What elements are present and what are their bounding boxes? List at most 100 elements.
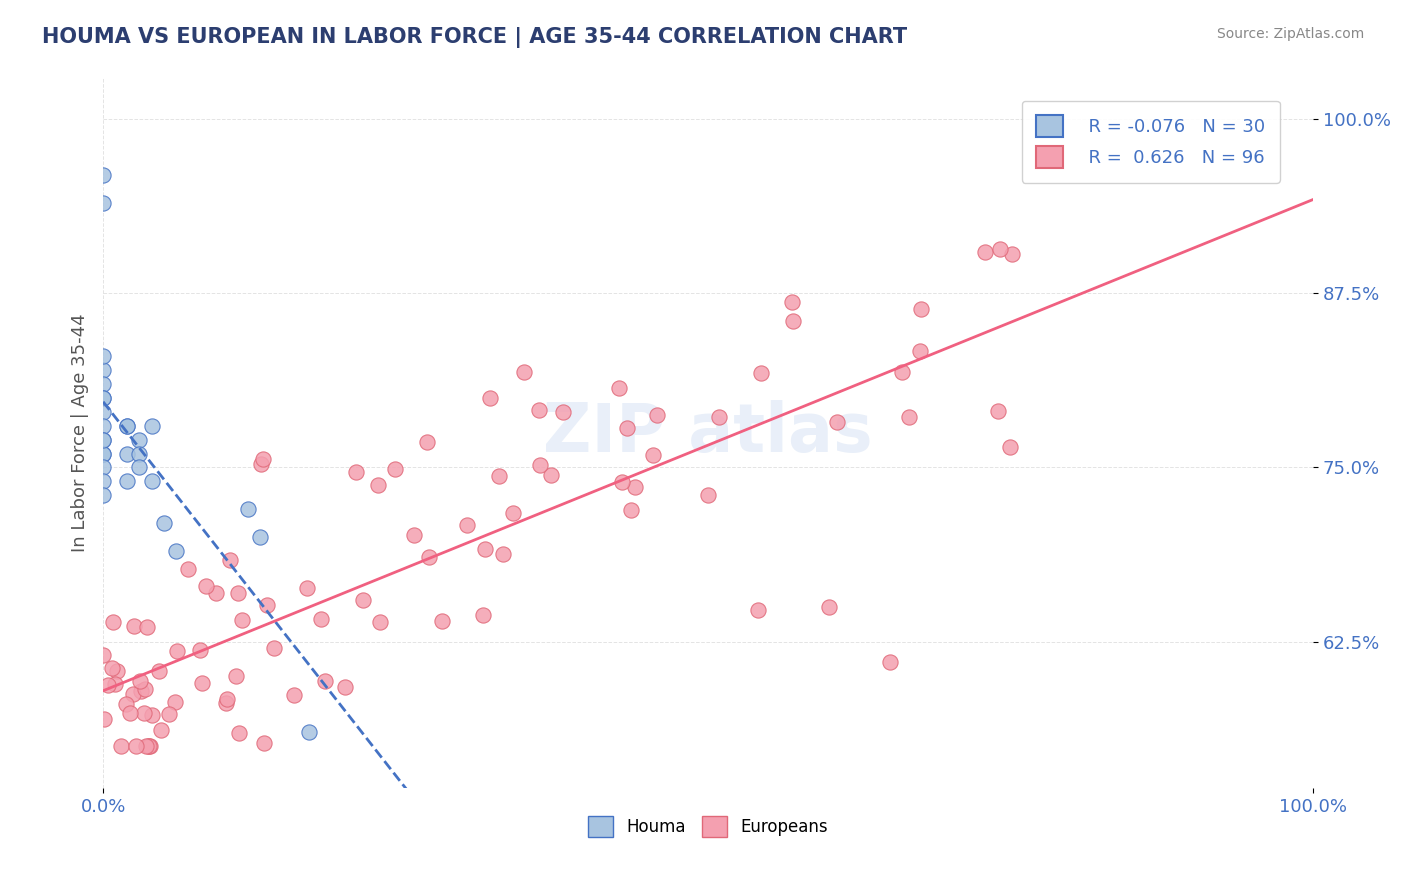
Europeans	[225, 669, 247, 683]
Europeans	[166, 644, 188, 658]
Europeans	[749, 366, 772, 380]
Europeans	[135, 619, 157, 633]
Europeans	[402, 528, 425, 542]
Text: ZIP atlas: ZIP atlas	[543, 400, 873, 466]
Houma	[249, 530, 271, 544]
Europeans	[231, 613, 253, 627]
Europeans	[157, 706, 180, 721]
Europeans	[139, 739, 162, 753]
Europeans	[897, 409, 920, 424]
Houma	[141, 418, 163, 433]
Europeans	[645, 408, 668, 422]
Europeans	[910, 344, 932, 359]
Europeans	[138, 739, 160, 753]
Europeans	[132, 706, 155, 721]
Houma	[117, 475, 139, 489]
Europeans	[188, 642, 211, 657]
Europeans	[177, 562, 200, 576]
Europeans	[100, 660, 122, 674]
Europeans	[344, 466, 367, 480]
Houma	[128, 460, 150, 475]
Europeans	[256, 598, 278, 612]
Europeans	[148, 664, 170, 678]
Europeans	[610, 475, 633, 489]
Europeans	[607, 381, 630, 395]
Houma	[91, 475, 114, 489]
Europeans	[195, 578, 218, 592]
Europeans	[283, 688, 305, 702]
Europeans	[502, 507, 524, 521]
Europeans	[134, 682, 156, 697]
Europeans	[998, 440, 1021, 454]
Europeans	[309, 612, 332, 626]
Europeans	[1001, 246, 1024, 260]
Houma	[91, 460, 114, 475]
Europeans	[474, 541, 496, 556]
Europeans	[314, 673, 336, 688]
Europeans	[93, 648, 115, 662]
Europeans	[335, 681, 357, 695]
Europeans	[93, 712, 115, 726]
Houma	[91, 446, 114, 460]
Europeans	[367, 477, 389, 491]
Europeans	[488, 468, 510, 483]
Europeans	[529, 458, 551, 472]
Europeans	[163, 695, 186, 709]
Houma	[128, 433, 150, 447]
Europeans	[430, 614, 453, 628]
Europeans	[149, 723, 172, 738]
Houma	[91, 405, 114, 419]
Houma	[128, 446, 150, 460]
Text: Source: ZipAtlas.com: Source: ZipAtlas.com	[1216, 27, 1364, 41]
Europeans	[138, 739, 160, 753]
Europeans	[135, 739, 157, 753]
Europeans	[616, 420, 638, 434]
Europeans	[540, 468, 562, 483]
Europeans	[879, 656, 901, 670]
Europeans	[527, 403, 550, 417]
Europeans	[456, 518, 478, 533]
Houma	[91, 195, 114, 210]
Europeans	[384, 462, 406, 476]
Houma	[91, 418, 114, 433]
Houma	[141, 475, 163, 489]
Houma	[91, 376, 114, 391]
Europeans	[623, 479, 645, 493]
Europeans	[352, 593, 374, 607]
Europeans	[228, 586, 250, 600]
Houma	[238, 502, 260, 516]
Europeans	[250, 457, 273, 471]
Houma	[91, 168, 114, 182]
Europeans	[252, 452, 274, 467]
Europeans	[131, 684, 153, 698]
Europeans	[747, 603, 769, 617]
Europeans	[641, 448, 664, 462]
Europeans	[818, 599, 841, 614]
Europeans	[492, 547, 515, 561]
Europeans	[297, 582, 319, 596]
Europeans	[228, 726, 250, 740]
Europeans	[782, 314, 804, 328]
Houma	[91, 446, 114, 460]
Houma	[91, 433, 114, 447]
Europeans	[479, 391, 502, 405]
Europeans	[105, 664, 128, 678]
Europeans	[910, 301, 932, 316]
Europeans	[551, 405, 574, 419]
Europeans	[825, 415, 848, 429]
Europeans	[988, 242, 1011, 256]
Europeans	[512, 365, 534, 379]
Europeans	[97, 678, 120, 692]
Legend: Houma, Europeans: Houma, Europeans	[581, 810, 835, 844]
Europeans	[191, 676, 214, 690]
Europeans	[416, 435, 439, 450]
Europeans	[104, 676, 127, 690]
Houma	[152, 516, 174, 531]
Europeans	[129, 673, 152, 688]
Houma	[117, 418, 139, 433]
Europeans	[891, 365, 914, 379]
Europeans	[122, 687, 145, 701]
Y-axis label: In Labor Force | Age 35-44: In Labor Force | Age 35-44	[72, 313, 89, 552]
Europeans	[219, 553, 242, 567]
Houma	[91, 391, 114, 405]
